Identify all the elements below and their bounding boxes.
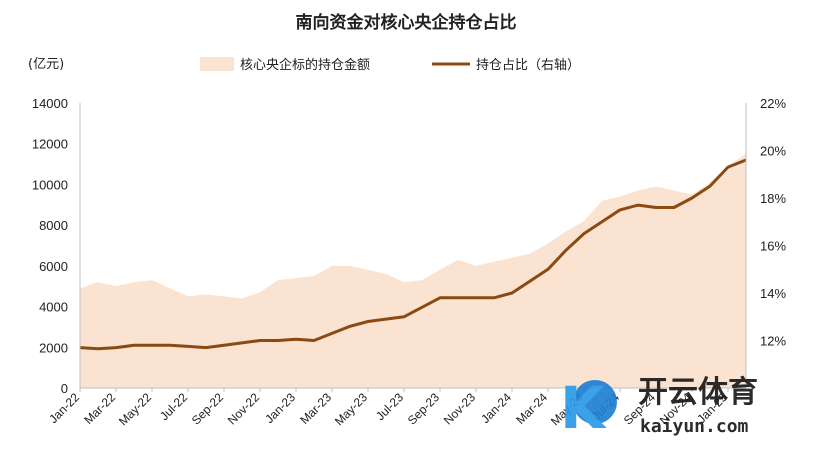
x-tick-label: May-22 [116, 390, 154, 428]
left-y-axis: 0 2000 4000 6000 8000 10000 12000 14000 [32, 96, 81, 396]
x-tick-label: Nov-22 [225, 390, 262, 427]
watermark-brand: 开云体育 [638, 375, 758, 410]
left-tick-label: 4000 [39, 300, 68, 315]
legend: 核心央企标的持仓金额 持仓占比（右轴） [200, 57, 580, 73]
x-tick-label: Jul-22 [157, 390, 190, 423]
x-tick-label: Sep-23 [405, 390, 442, 427]
watermark-domain: kaiyun.com [640, 416, 749, 437]
left-tick-label: 8000 [39, 218, 68, 233]
right-tick-label: 14% [760, 286, 786, 301]
right-y-axis: 12% 14% 16% 18% 20% 22% [745, 96, 786, 388]
x-tick-label: Mar-23 [297, 390, 334, 427]
left-tick-label: 0 [61, 381, 68, 396]
right-tick-label: 12% [760, 334, 786, 349]
right-tick-label: 20% [760, 144, 786, 159]
x-tick-label: Jan-24 [478, 390, 514, 426]
left-tick-label: 14000 [32, 96, 68, 111]
x-tick-label: Mar-24 [513, 390, 550, 427]
line-series-holding-ratio [79, 158, 747, 351]
right-tick-label: 22% [760, 96, 786, 111]
legend-area-label: 核心央企标的持仓金额 [240, 57, 370, 73]
right-tick-label: 18% [760, 191, 786, 206]
left-tick-label: 10000 [32, 177, 68, 192]
left-tick-label: 2000 [39, 340, 68, 355]
plot-area [79, 153, 747, 388]
x-tick-label: Nov-23 [441, 390, 478, 427]
watermark: K 开云体育 kaiyun.com [560, 374, 758, 442]
area-series-holding-amount [80, 153, 746, 388]
x-tick-label: Jan-23 [262, 390, 298, 426]
x-tick-label: May-23 [332, 390, 370, 428]
chart-title: 南向资金对核心央企持仓占比 [296, 12, 517, 33]
x-tick-label: Sep-22 [189, 390, 226, 427]
x-tick-label: Mar-22 [81, 390, 118, 427]
watermark-logo-ball-icon [573, 380, 617, 424]
left-tick-label: 6000 [39, 259, 68, 274]
legend-area-swatch [200, 57, 234, 71]
left-axis-unit: (亿元) [28, 57, 64, 72]
watermark-logo: K [560, 374, 607, 442]
legend-line-label: 持仓占比（右轴） [476, 58, 580, 73]
x-tick-label: Jul-23 [373, 390, 406, 423]
left-tick-label: 12000 [32, 137, 68, 152]
right-tick-label: 16% [760, 239, 786, 254]
